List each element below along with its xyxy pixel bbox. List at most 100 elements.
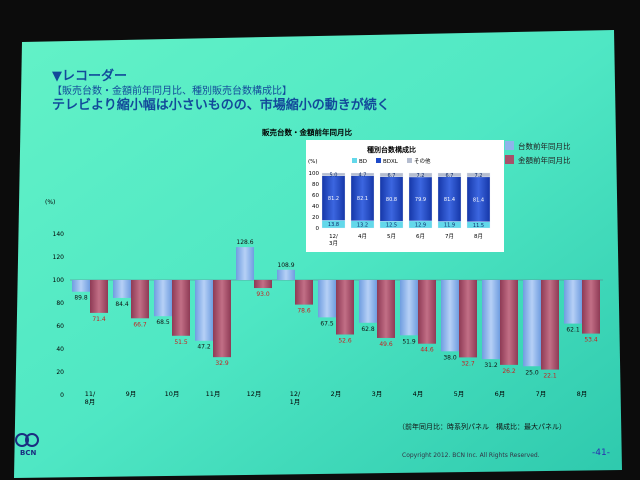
main-x-axis: 11/8月 9月 10月 11月 12月 12/1月 2月 3月 4月 5月 6月 7月 8月 [85, 390, 588, 406]
main-x-tick-label: 7月 [536, 390, 547, 398]
main-chart-title: 販売台数・金額前年同月比 [262, 127, 352, 137]
bar-value-label: 52.6 [338, 338, 352, 345]
bar-value-label: 47.2 [197, 344, 211, 351]
bar-units [564, 280, 582, 324]
inset-y-tick-label: 0 [316, 226, 320, 232]
bar-value-label: 38.0 [443, 354, 457, 361]
bar-value-label: 68.5 [156, 319, 170, 326]
bar-value-label: 62.8 [361, 326, 375, 333]
stack-value-label: 12.5 [386, 223, 397, 229]
bar-units [318, 280, 336, 318]
main-legend: 台数前年同月比 金額前年同月比 [505, 141, 571, 165]
main-x-tick-label: 11/8月 [85, 390, 96, 406]
bar-value-label: 53.4 [584, 337, 598, 344]
bar-units [359, 280, 377, 323]
inset-y-tick-label: 20 [312, 215, 319, 221]
bar-amount [500, 280, 518, 365]
bar-value-label: 66.7 [133, 321, 147, 328]
stack-segment-その他 [379, 172, 404, 177]
bar-amount [254, 280, 272, 289]
main-y-tick-label: 0 [60, 392, 64, 399]
bcn-logo-mark-2 [25, 433, 39, 447]
legend-swatch-bd [352, 158, 357, 163]
footnote: （前年同月比：時系列パネル 構成比：最大パネル） [398, 422, 566, 431]
bar-amount [131, 280, 149, 319]
bar-amount [459, 280, 477, 358]
stack-segment-その他 [321, 172, 346, 176]
main-y-tick-label: 100 [53, 277, 65, 284]
bar-units [72, 280, 90, 292]
bar-value-label: 108.9 [277, 262, 294, 269]
inset-bars: 13.8 81.2 5.0 13.2 82.1 4.7 12.5 80.8 6.7 12.9 79.… [321, 172, 491, 229]
stack-value-label: 81.4 [473, 197, 484, 203]
bar-value-label: 51.9 [402, 338, 416, 345]
inset-chart-ylabel: (%) [308, 159, 318, 165]
bar-value-label: 44.6 [420, 347, 434, 354]
stack-value-label: 11.5 [473, 223, 484, 229]
inset-x-tick-label: 4月 [358, 233, 367, 240]
legend-label-other: その他 [414, 157, 431, 165]
inset-stacked-chart: 種別台数構成比 BD BDXL その他 (%) 0 20 40 60 80 100 13.… [306, 140, 504, 252]
bar-units [441, 280, 459, 352]
bar-value-label: 32.9 [215, 360, 229, 367]
bcn-logo-mark [15, 433, 29, 447]
main-bars [70, 247, 603, 370]
inset-x-tick-label: 6月 [416, 233, 425, 240]
bar-value-label: 25.0 [525, 369, 539, 376]
bar-units [154, 280, 172, 317]
bar-units [482, 280, 500, 360]
bar-value-label: 78.6 [297, 308, 311, 315]
legend-swatch-amount [505, 155, 514, 164]
bar-value-label: 93.0 [256, 291, 270, 298]
stack-value-label: 4.7 [359, 172, 367, 178]
bar-value-label: 67.5 [320, 320, 334, 327]
bar-units [113, 280, 131, 298]
main-y-tick-label: 120 [53, 254, 65, 261]
main-value-labels: 89.8 71.4 84.4 66.7 68.5 51.5 47.2 32.9 128.6 93.… [74, 239, 598, 379]
stack-value-label: 5.0 [330, 172, 338, 178]
bar-amount [90, 280, 108, 313]
copyright: Copyright 2012. BCN Inc. All Rights Rese… [402, 452, 540, 459]
stack-value-label: 82.1 [357, 196, 368, 202]
bar-amount [295, 280, 313, 305]
main-y-tick-label: 20 [56, 369, 64, 376]
stack-value-label: 7.2 [475, 173, 483, 179]
main-x-tick-label: 5月 [454, 390, 465, 398]
bar-value-label: 84.4 [115, 301, 129, 308]
inset-y-tick-label: 100 [309, 171, 320, 177]
stack-value-label: 12.9 [415, 222, 426, 228]
page-number: -41- [592, 448, 610, 458]
bar-value-label: 22.1 [543, 373, 557, 380]
stack-segment-その他 [350, 172, 375, 176]
bar-units [195, 280, 213, 341]
bar-value-label: 62.1 [566, 327, 580, 334]
stack-value-label: 7.2 [417, 173, 425, 179]
legend-label-amount: 金額前年同月比 [518, 155, 571, 165]
bar-amount [582, 280, 600, 334]
stack-segment-その他 [437, 172, 462, 177]
bar-units [277, 269, 295, 280]
stack-value-label: 6.7 [388, 173, 396, 179]
section-title: ▼レコーダー [52, 68, 127, 84]
bar-value-label: 49.6 [379, 341, 393, 348]
bar-amount [213, 280, 231, 358]
main-x-tick-label: 11月 [206, 390, 221, 398]
main-x-tick-label: 12/1月 [290, 390, 301, 406]
stack-value-label: 81.4 [444, 197, 455, 203]
main-bar-chart: 販売台数・金額前年同月比 (%) 0 20 40 60 80 100 120 140 89.8… [45, 127, 603, 406]
bar-value-label: 71.4 [92, 316, 106, 323]
legend-label-bd: BD [359, 159, 367, 165]
main-x-tick-label: 10月 [165, 390, 180, 398]
stack-value-label: 79.9 [415, 197, 426, 203]
stack-value-label: 13.2 [357, 222, 368, 228]
main-x-tick-label: 3月 [372, 390, 383, 398]
bar-units [236, 247, 254, 280]
bar-amount [418, 280, 436, 344]
stack-segment-その他 [466, 172, 491, 178]
inset-y-tick-label: 60 [312, 193, 319, 199]
inset-x-tick-label: 7月 [445, 233, 454, 240]
bar-value-label: 32.7 [461, 360, 475, 367]
stack-value-label: 80.8 [386, 197, 397, 203]
